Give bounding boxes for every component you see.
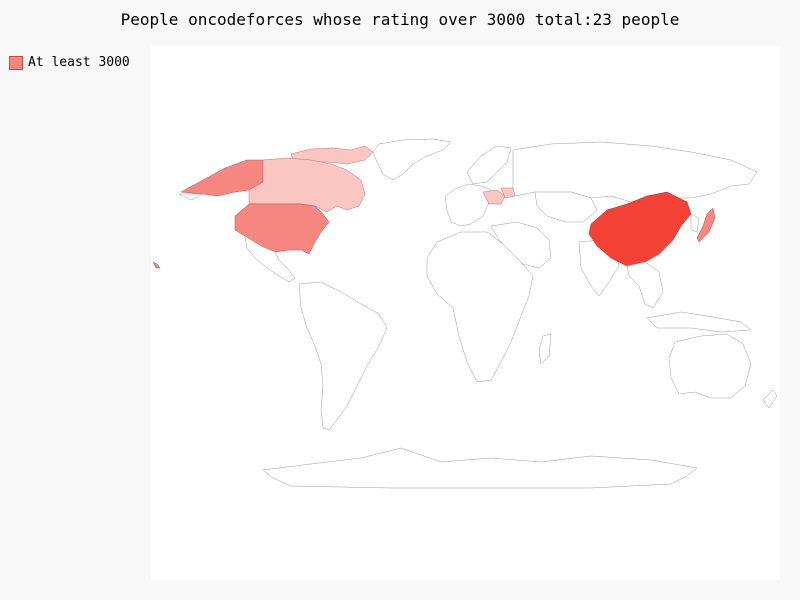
legend-label: At least 3000: [28, 55, 130, 70]
country-greenland[interactable]: [372, 138, 452, 181]
country-south-america[interactable]: [298, 281, 388, 431]
country-korea[interactable]: [690, 213, 700, 233]
country-alaska-tail[interactable]: [178, 193, 204, 201]
country-poland[interactable]: [482, 189, 506, 205]
country-madagascar[interactable]: [538, 333, 552, 365]
country-australia[interactable]: [668, 333, 752, 399]
map-title: People oncodeforces whose rating over 30…: [120, 10, 680, 29]
country-hawaii[interactable]: [152, 261, 161, 269]
country-japan[interactable]: [696, 207, 716, 243]
country-scandinavia[interactable]: [466, 145, 512, 185]
legend[interactable]: At least 3000: [9, 55, 130, 70]
country-indonesia[interactable]: [646, 311, 752, 333]
country-new-zealand[interactable]: [762, 389, 778, 409]
country-southeast-asia[interactable]: [626, 261, 664, 309]
country-canada[interactable]: [248, 157, 366, 213]
country-central-asia[interactable]: [534, 191, 598, 223]
country-mexico[interactable]: [244, 235, 296, 283]
country-africa[interactable]: [426, 231, 534, 383]
world-map: [152, 138, 778, 489]
country-antarctica[interactable]: [262, 447, 698, 489]
country-united-states[interactable]: [234, 203, 330, 255]
country-china[interactable]: [588, 191, 692, 267]
legend-swatch: [9, 55, 23, 70]
country-western-europe[interactable]: [444, 183, 492, 227]
map-panel: [151, 46, 780, 580]
